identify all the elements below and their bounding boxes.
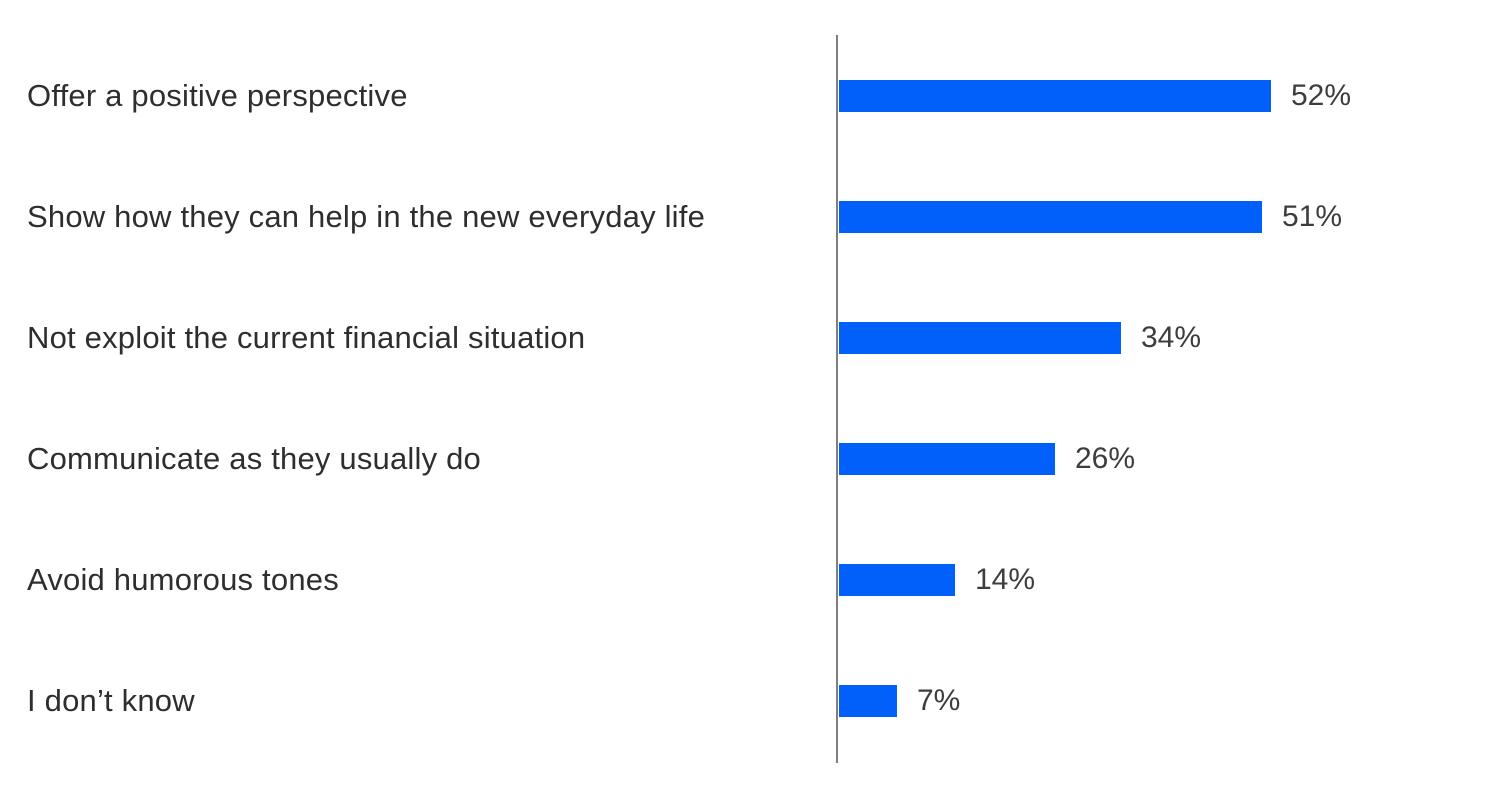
- value-label: 14%: [975, 563, 1036, 596]
- y-axis-line: [836, 35, 838, 763]
- chart-row: Offer a positive perspective 52%: [0, 78, 1500, 113]
- bar: [839, 443, 1055, 475]
- bar: [839, 322, 1121, 354]
- chart-row: Avoid humorous tones 14%: [0, 562, 1500, 597]
- category-label: Avoid humorous tones: [27, 562, 339, 597]
- category-label: Offer a positive perspective: [27, 78, 408, 113]
- bar: [839, 201, 1262, 233]
- bar: [839, 685, 897, 717]
- chart-row: Communicate as they usually do 26%: [0, 441, 1500, 476]
- bar: [839, 564, 955, 596]
- chart-row: Not exploit the current financial situat…: [0, 320, 1500, 355]
- value-label: 34%: [1141, 321, 1202, 354]
- category-label: Not exploit the current financial situat…: [27, 320, 586, 355]
- category-label: Show how they can help in the new everyd…: [27, 199, 706, 234]
- value-label: 7%: [917, 684, 961, 717]
- category-label: Communicate as they usually do: [27, 441, 482, 476]
- category-label: I don’t know: [27, 683, 195, 718]
- value-label: 52%: [1291, 79, 1352, 112]
- value-label: 51%: [1282, 200, 1343, 233]
- chart-row: Show how they can help in the new everyd…: [0, 199, 1500, 234]
- chart-row: I don’t know 7%: [0, 683, 1500, 718]
- bar: [839, 80, 1271, 112]
- value-label: 26%: [1075, 442, 1136, 475]
